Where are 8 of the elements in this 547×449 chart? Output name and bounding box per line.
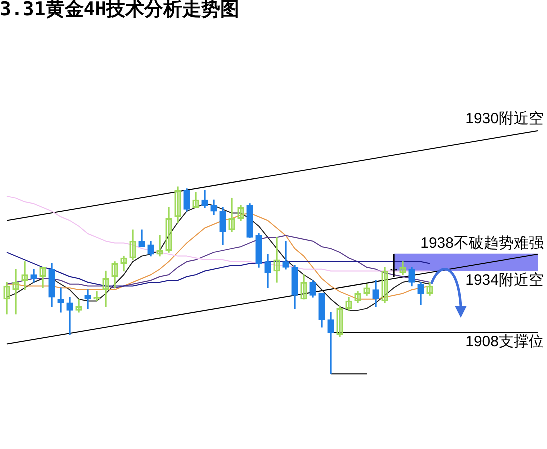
candlestick: [66, 297, 74, 336]
candlestick: [328, 312, 334, 374]
series-label: 1930附近空: [466, 110, 544, 128]
candlestick: [282, 241, 290, 270]
series-label: 1908支撑位: [466, 334, 544, 351]
annotation: 1938不破趋势难强: [420, 235, 544, 252]
candlestick: [58, 288, 64, 313]
series-label: 1934附近空: [466, 272, 544, 289]
